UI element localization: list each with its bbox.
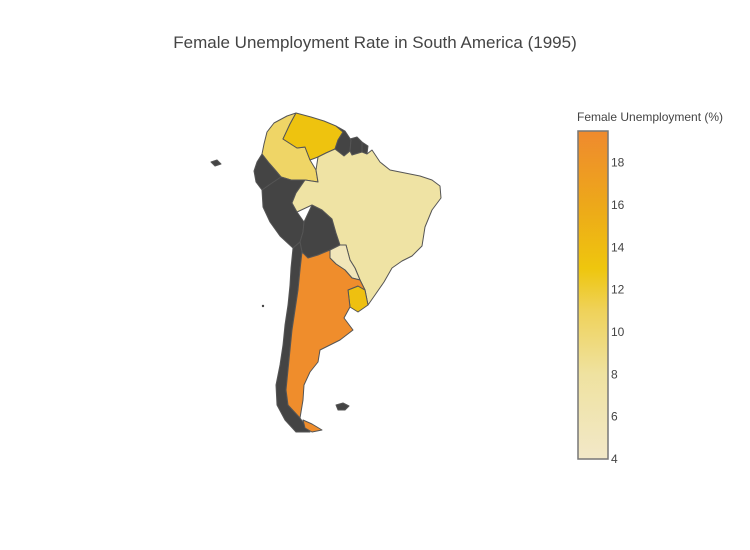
colorbar-tick-label: 4: [611, 452, 618, 466]
colorbar-tick-label: 14: [611, 240, 625, 254]
country-argentina[interactable]: [285, 249, 366, 419]
island-dot: [261, 304, 265, 308]
country-brazil[interactable]: [291, 148, 442, 306]
colorbar-tick-label: 10: [611, 325, 625, 339]
colorbar-tick-label: 8: [611, 367, 618, 381]
country-falkland-islands[interactable]: [335, 402, 350, 411]
country-peru[interactable]: [261, 176, 306, 249]
colorbar-tick-label: 18: [611, 156, 625, 170]
colorbar-tick-label: 6: [611, 410, 618, 424]
colorbar-title: Female Unemployment (%): [577, 110, 724, 124]
country-argentina-tierra-del-fuego[interactable]: [302, 419, 323, 433]
map-title: Female Unemployment Rate in South Americ…: [173, 33, 577, 52]
colorbar-ticks: 4 6 8 10 12 14 16 18: [611, 156, 625, 466]
colorbar-gradient: [577, 130, 609, 460]
colorbar: 4 6 8 10 12 14 16 18: [577, 130, 625, 466]
country-galapagos-islands[interactable]: [210, 159, 222, 167]
colorbar-tick-label: 16: [611, 198, 625, 212]
country-layer: [210, 112, 442, 433]
colorbar-tick-label: 12: [611, 283, 625, 297]
